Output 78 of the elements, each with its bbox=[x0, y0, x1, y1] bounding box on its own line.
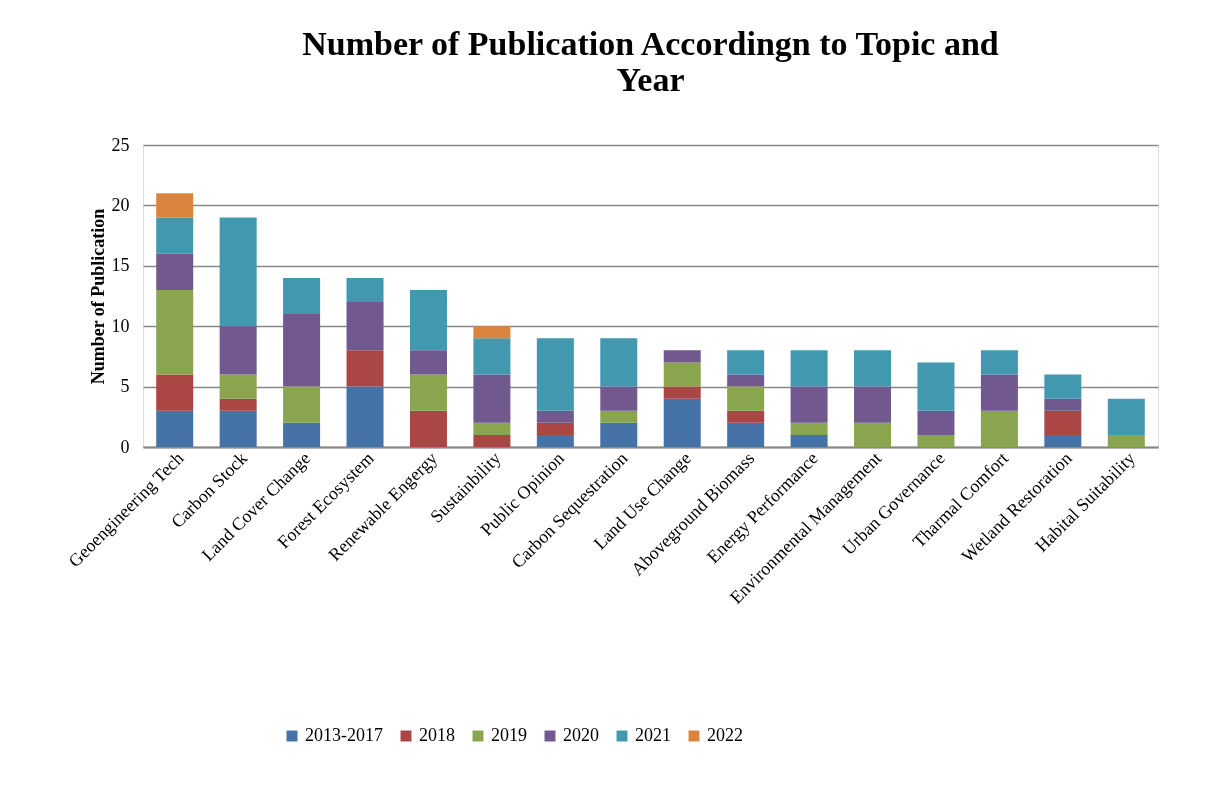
bar bbox=[156, 289, 194, 375]
bar bbox=[854, 386, 892, 423]
bar bbox=[790, 350, 828, 387]
bar bbox=[283, 422, 321, 447]
y-axis-title: Number of Publication bbox=[87, 208, 108, 385]
bar bbox=[219, 374, 257, 399]
bar bbox=[283, 314, 321, 387]
legend-label: 2013-2017 bbox=[305, 725, 383, 745]
bar bbox=[219, 410, 257, 447]
bar bbox=[473, 422, 511, 435]
bar bbox=[663, 398, 701, 447]
bar bbox=[219, 326, 257, 375]
bar bbox=[600, 386, 638, 411]
bar bbox=[219, 398, 257, 411]
bar bbox=[917, 434, 955, 447]
bar bbox=[536, 422, 574, 435]
bar bbox=[600, 422, 638, 447]
bar bbox=[854, 422, 892, 447]
bar bbox=[536, 410, 574, 423]
bar bbox=[727, 350, 765, 375]
bar bbox=[346, 302, 384, 351]
legend-label: 2018 bbox=[419, 725, 455, 745]
bar bbox=[409, 410, 447, 447]
bar bbox=[790, 386, 828, 423]
y-tick-label: 0 bbox=[120, 436, 130, 457]
y-tick-label: 10 bbox=[111, 315, 130, 336]
bar bbox=[346, 386, 384, 447]
bar bbox=[156, 193, 194, 218]
bar bbox=[1044, 434, 1082, 447]
bar bbox=[727, 410, 765, 423]
legend-label: 2022 bbox=[707, 725, 743, 745]
y-tick-label: 20 bbox=[111, 194, 130, 215]
bar bbox=[917, 362, 955, 411]
bar bbox=[980, 350, 1018, 375]
legend-label: 2019 bbox=[491, 725, 527, 745]
bar bbox=[600, 338, 638, 387]
bar bbox=[600, 410, 638, 423]
bar bbox=[663, 362, 701, 387]
bar bbox=[854, 350, 892, 387]
bar bbox=[790, 422, 828, 435]
bar bbox=[156, 253, 194, 290]
bar bbox=[156, 374, 194, 411]
bar bbox=[283, 386, 321, 423]
bar bbox=[409, 350, 447, 375]
bar bbox=[980, 410, 1018, 447]
bar bbox=[790, 434, 828, 447]
bar bbox=[1107, 398, 1145, 435]
bar bbox=[409, 289, 447, 351]
bar bbox=[1107, 434, 1145, 447]
bar bbox=[1044, 398, 1082, 411]
bar bbox=[156, 217, 194, 254]
y-tick-label: 5 bbox=[120, 376, 130, 397]
bar bbox=[917, 410, 955, 435]
bar bbox=[663, 350, 701, 363]
bar bbox=[346, 350, 384, 387]
bar bbox=[663, 386, 701, 399]
chart-title: Number of Publication Accordingn to Topic and Year bbox=[302, 25, 999, 98]
legend-label: 2020 bbox=[563, 725, 599, 745]
bar bbox=[727, 386, 765, 411]
bar bbox=[346, 277, 384, 303]
bar bbox=[473, 434, 511, 447]
bar bbox=[1044, 374, 1082, 399]
bar bbox=[980, 374, 1018, 411]
y-tick-label: 25 bbox=[111, 134, 130, 155]
bar bbox=[473, 326, 511, 339]
bar bbox=[156, 410, 194, 447]
bar bbox=[727, 422, 765, 447]
y-tick-label: 15 bbox=[111, 255, 130, 276]
bar bbox=[473, 338, 511, 375]
bar bbox=[1044, 410, 1082, 435]
bar bbox=[283, 277, 321, 315]
bar bbox=[409, 374, 447, 411]
bar bbox=[536, 338, 574, 411]
bar bbox=[473, 374, 511, 423]
bar bbox=[536, 434, 574, 447]
bar bbox=[219, 217, 257, 327]
legend-label: 2021 bbox=[635, 725, 671, 745]
bar bbox=[727, 374, 765, 387]
